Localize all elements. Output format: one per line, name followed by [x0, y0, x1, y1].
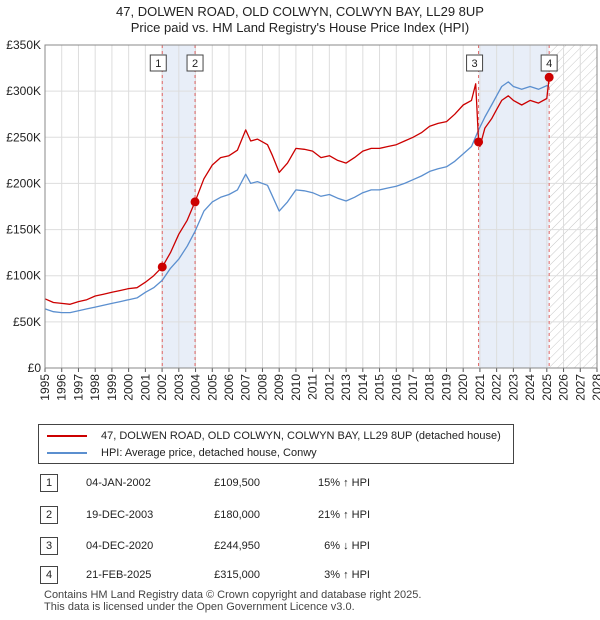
- future-hatch: [549, 45, 597, 368]
- x-tick-label: 2010: [289, 374, 303, 401]
- price-chart: £0 £50K £100K £150K £200K £250K £300K £350K 1995…: [6, 38, 600, 401]
- x-tick-label: 2011: [306, 374, 320, 400]
- x-tick-label: 2003: [172, 374, 186, 401]
- x-tick-label: 2022: [490, 374, 504, 401]
- legend-swatch-hpi: [47, 452, 87, 454]
- transaction-hpi-diff: 21% ↑ HPI: [318, 509, 370, 521]
- y-tick-label: £300K: [6, 84, 41, 98]
- marker-box: [186, 54, 204, 72]
- property-price-line: [44, 77, 550, 305]
- x-tick-label: 2028: [590, 374, 600, 401]
- x-tick-label: 2008: [255, 374, 269, 401]
- x-tick-label: 1997: [71, 374, 85, 401]
- transaction-number: 1: [40, 474, 58, 492]
- x-tick-label: 2024: [523, 374, 537, 401]
- transaction-hpi-diff: 6% ↓ HPI: [324, 540, 370, 552]
- marker-box: [149, 54, 167, 72]
- transaction-price: £180,000: [214, 509, 260, 521]
- x-tick-label: 2027: [573, 374, 587, 401]
- x-tick-label: 2019: [439, 374, 453, 401]
- legend-swatch-property: [47, 435, 87, 437]
- x-tick-label: 2016: [389, 374, 403, 401]
- x-tick-label: 1998: [88, 374, 102, 401]
- transaction-number: 4: [40, 566, 58, 584]
- x-tick-label: 2014: [356, 374, 370, 401]
- transaction-date: 04-JAN-2002: [86, 477, 151, 489]
- y-tick-label: £150K: [6, 223, 41, 237]
- legend-label-hpi: HPI: Average price, detached house, Conw…: [101, 447, 317, 459]
- x-tick-label: 2015: [373, 374, 387, 401]
- y-tick-label: £350K: [6, 38, 41, 52]
- x-tick-label: 2021: [473, 374, 487, 401]
- legend-label-property: 47, DOLWEN ROAD, OLD COLWYN, COLWYN BAY,…: [101, 430, 501, 442]
- x-tick-label: 2004: [189, 374, 203, 401]
- transaction-price: £315,000: [214, 569, 260, 581]
- marker-label: 3: [472, 58, 478, 70]
- transaction-hpi-diff: 15% ↑ HPI: [318, 477, 370, 489]
- x-tick-label: 2009: [272, 374, 286, 401]
- transaction-price: £109,500: [214, 477, 260, 489]
- x-tick-label: 2025: [540, 374, 554, 401]
- x-tick-label: 2017: [406, 374, 420, 401]
- transaction-date: 21-FEB-2025: [86, 569, 152, 581]
- marker-box: [466, 54, 484, 72]
- x-tick-label: 2018: [423, 374, 437, 401]
- transaction-price: £244,950: [214, 540, 260, 552]
- transaction-date: 19-DEC-2003: [86, 509, 154, 521]
- transaction-date: 04-DEC-2020: [86, 540, 154, 552]
- transaction-number: 3: [40, 537, 58, 555]
- x-tick-label: 2001: [138, 374, 152, 401]
- x-tick-label: 1996: [55, 374, 69, 401]
- transaction-number: 2: [40, 506, 58, 524]
- shaded-range: [478, 45, 550, 368]
- transaction-point: [190, 197, 200, 207]
- x-tick-label: 2000: [122, 374, 136, 401]
- chart-legend: 47, DOLWEN ROAD, OLD COLWYN, COLWYN BAY,…: [38, 424, 514, 464]
- x-tick-label: 2005: [205, 374, 219, 401]
- transaction-point: [544, 72, 554, 82]
- marker-box: [540, 54, 558, 72]
- marker-label: 2: [192, 58, 198, 70]
- chart-subtitle: Price paid vs. HM Land Registry's House …: [130, 20, 470, 35]
- x-tick-label: 2020: [456, 374, 470, 401]
- y-tick-label: £250K: [6, 130, 41, 144]
- x-tick-label: 1995: [38, 374, 52, 401]
- x-tick-label: 2006: [222, 374, 236, 401]
- transaction-point: [474, 137, 484, 147]
- marker-label: 1: [155, 58, 161, 70]
- y-tick-label: £100K: [6, 269, 41, 283]
- transaction-point: [157, 262, 167, 272]
- y-tick-label: £0: [28, 361, 42, 375]
- marker-label: 4: [546, 58, 552, 70]
- chart-title: 47, DOLWEN ROAD, OLD COLWYN, COLWYN BAY,…: [116, 4, 484, 19]
- x-tick-label: 2012: [322, 374, 336, 401]
- transaction-hpi-diff: 3% ↑ HPI: [324, 569, 370, 581]
- footer-copyright: Contains HM Land Registry data © Crown c…: [44, 589, 422, 601]
- footer-licence: This data is licensed under the Open Gov…: [44, 601, 355, 613]
- x-tick-label: 2023: [506, 374, 520, 401]
- x-tick-label: 2013: [339, 374, 353, 401]
- x-tick-label: 1999: [105, 374, 119, 401]
- x-tick-label: 2007: [239, 374, 253, 401]
- y-tick-label: £50K: [13, 315, 41, 329]
- x-tick-label: 2002: [155, 374, 169, 401]
- hpi-line: [44, 81, 550, 314]
- plot-frame: [44, 44, 598, 369]
- x-tick-label: 2026: [557, 374, 571, 401]
- y-tick-label: £200K: [6, 176, 41, 190]
